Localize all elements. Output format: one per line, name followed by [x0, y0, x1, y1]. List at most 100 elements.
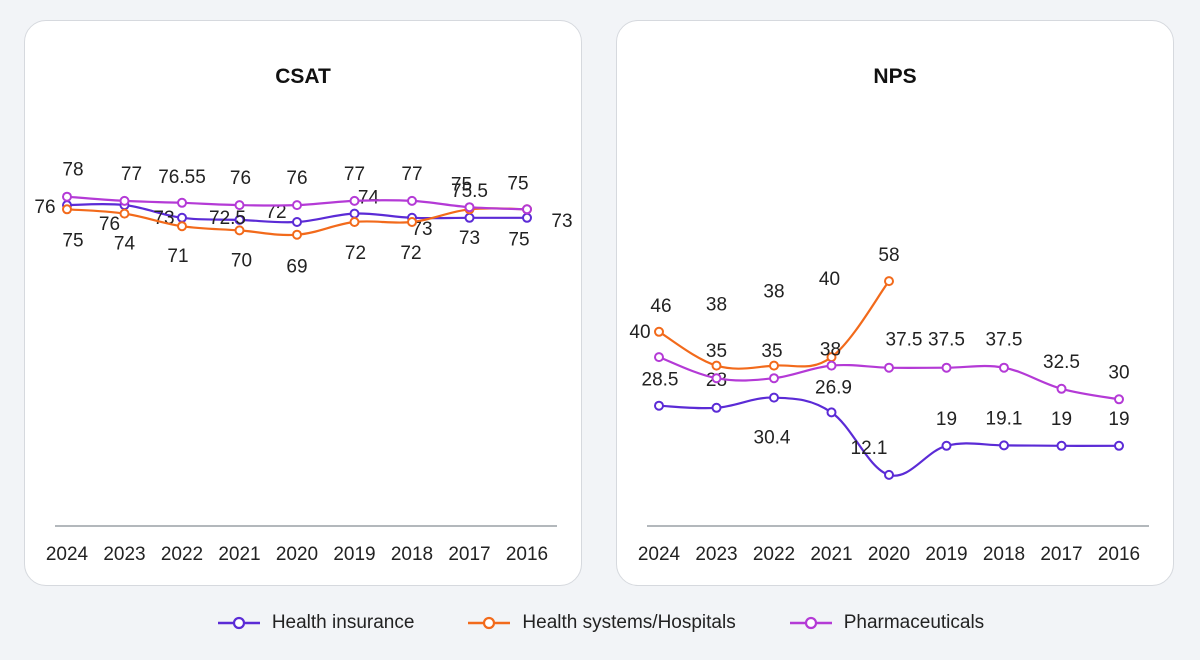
legend-item-pharmaceuticals: Pharmaceuticals — [788, 612, 984, 634]
data-label: 19 — [1051, 409, 1072, 430]
legend-label: Health insurance — [271, 612, 415, 633]
legend-item-health-systems: Health systems/Hospitals — [466, 612, 736, 634]
data-label: 75 — [62, 230, 83, 251]
data-label: 76 — [286, 168, 307, 189]
data-point — [292, 200, 302, 211]
data-point — [654, 352, 664, 363]
data-label: 19.1 — [986, 408, 1023, 429]
data-label: 38 — [706, 295, 727, 316]
data-point — [654, 400, 664, 411]
legend-swatch — [789, 616, 832, 630]
data-point — [62, 191, 72, 202]
data-point — [407, 217, 417, 227]
nps-chart-card: NPS 2024 2023 2022 2021 2020 2019 2018 2017 2016… — [616, 20, 1174, 586]
data-label: 72 — [400, 243, 421, 264]
x-tick-label: 2020 — [868, 544, 910, 565]
data-point — [1114, 394, 1124, 405]
x-tick-label: 2020 — [276, 544, 318, 565]
data-label: 30 — [1108, 362, 1129, 383]
data-label: 76 — [99, 214, 120, 235]
x-tick-label: 2019 — [333, 544, 375, 565]
data-label: 28.5 — [642, 370, 679, 391]
data-point — [522, 204, 532, 215]
data-label: 75.5 — [451, 181, 488, 202]
data-label: 71 — [167, 246, 188, 267]
data-point — [292, 217, 302, 227]
chart-title-nps: NPS — [873, 65, 917, 88]
data-label: 73 — [551, 211, 572, 232]
data-label: 58 — [878, 245, 899, 266]
data-label: 75 — [507, 173, 528, 194]
data-point — [464, 212, 475, 223]
data-point — [884, 276, 894, 287]
legend-label: Pharmaceuticals — [843, 612, 985, 633]
data-point — [1114, 440, 1124, 451]
data-point — [826, 360, 837, 371]
data-point — [292, 229, 302, 240]
data-label: 37.5 — [986, 330, 1023, 351]
legend-marker — [804, 616, 817, 630]
data-label: 19 — [1108, 409, 1129, 430]
chart-title-csat: CSAT — [275, 65, 331, 88]
data-point — [349, 208, 360, 219]
data-point — [234, 225, 245, 236]
data-label: 73 — [411, 219, 432, 240]
data-point — [522, 212, 532, 223]
data-label: 69 — [286, 257, 307, 278]
data-point — [349, 217, 360, 227]
data-point — [884, 469, 894, 480]
data-label: 76 — [230, 168, 251, 189]
data-point — [1056, 383, 1067, 394]
data-point — [884, 362, 894, 373]
data-label: 70 — [231, 250, 252, 271]
x-tick-label: 2018 — [983, 544, 1025, 565]
data-label: 30.4 — [754, 428, 791, 449]
data-point — [407, 195, 417, 206]
data-point — [177, 197, 187, 208]
data-label: 74 — [114, 234, 136, 255]
legend-label: Health systems/Hospitals — [522, 612, 736, 633]
data-point — [464, 202, 475, 213]
data-point — [826, 407, 837, 418]
legend-marker — [483, 616, 496, 630]
data-label: 35 — [761, 341, 782, 362]
data-point — [234, 200, 245, 211]
legend-swatch — [468, 616, 511, 630]
legend-swatch — [217, 616, 260, 630]
data-label: 46 — [650, 296, 671, 317]
data-label: 77 — [401, 164, 422, 185]
data-label: 38 — [820, 340, 841, 361]
x-tick-label: 2018 — [391, 544, 433, 565]
data-label: 73 — [153, 208, 174, 229]
data-label: 72 — [265, 202, 286, 223]
data-label: 76.55 — [158, 167, 206, 188]
data-label: 75 — [451, 174, 472, 195]
data-point — [941, 362, 952, 373]
data-point — [999, 440, 1009, 451]
data-label: 35 — [706, 341, 727, 362]
data-point — [941, 440, 952, 451]
x-tick-label: 2024 — [46, 544, 89, 565]
nps-chart: 2024 2023 2022 2021 2020 2019 2018 2017 2016 28.5… — [629, 245, 1149, 565]
x-tick-label: 2024 — [638, 544, 681, 565]
data-label: 12.1 — [851, 438, 888, 459]
data-point — [654, 326, 664, 337]
data-point — [119, 195, 130, 206]
data-point — [1056, 440, 1067, 451]
data-point — [711, 402, 722, 413]
data-label: 26.9 — [815, 377, 852, 398]
x-tick-label: 2022 — [161, 544, 203, 565]
data-point — [711, 373, 722, 384]
data-point — [769, 360, 779, 371]
data-label: 77 — [121, 164, 142, 185]
data-point — [711, 360, 722, 371]
data-label: 40 — [629, 322, 650, 343]
data-point — [234, 214, 245, 225]
x-tick-label: 2017 — [1040, 544, 1082, 565]
x-tick-label: 2023 — [695, 544, 737, 565]
data-point — [999, 362, 1009, 373]
data-label: 77 — [344, 164, 365, 185]
data-point — [119, 208, 130, 219]
x-tick-label: 2021 — [810, 544, 852, 565]
data-point — [177, 221, 187, 232]
